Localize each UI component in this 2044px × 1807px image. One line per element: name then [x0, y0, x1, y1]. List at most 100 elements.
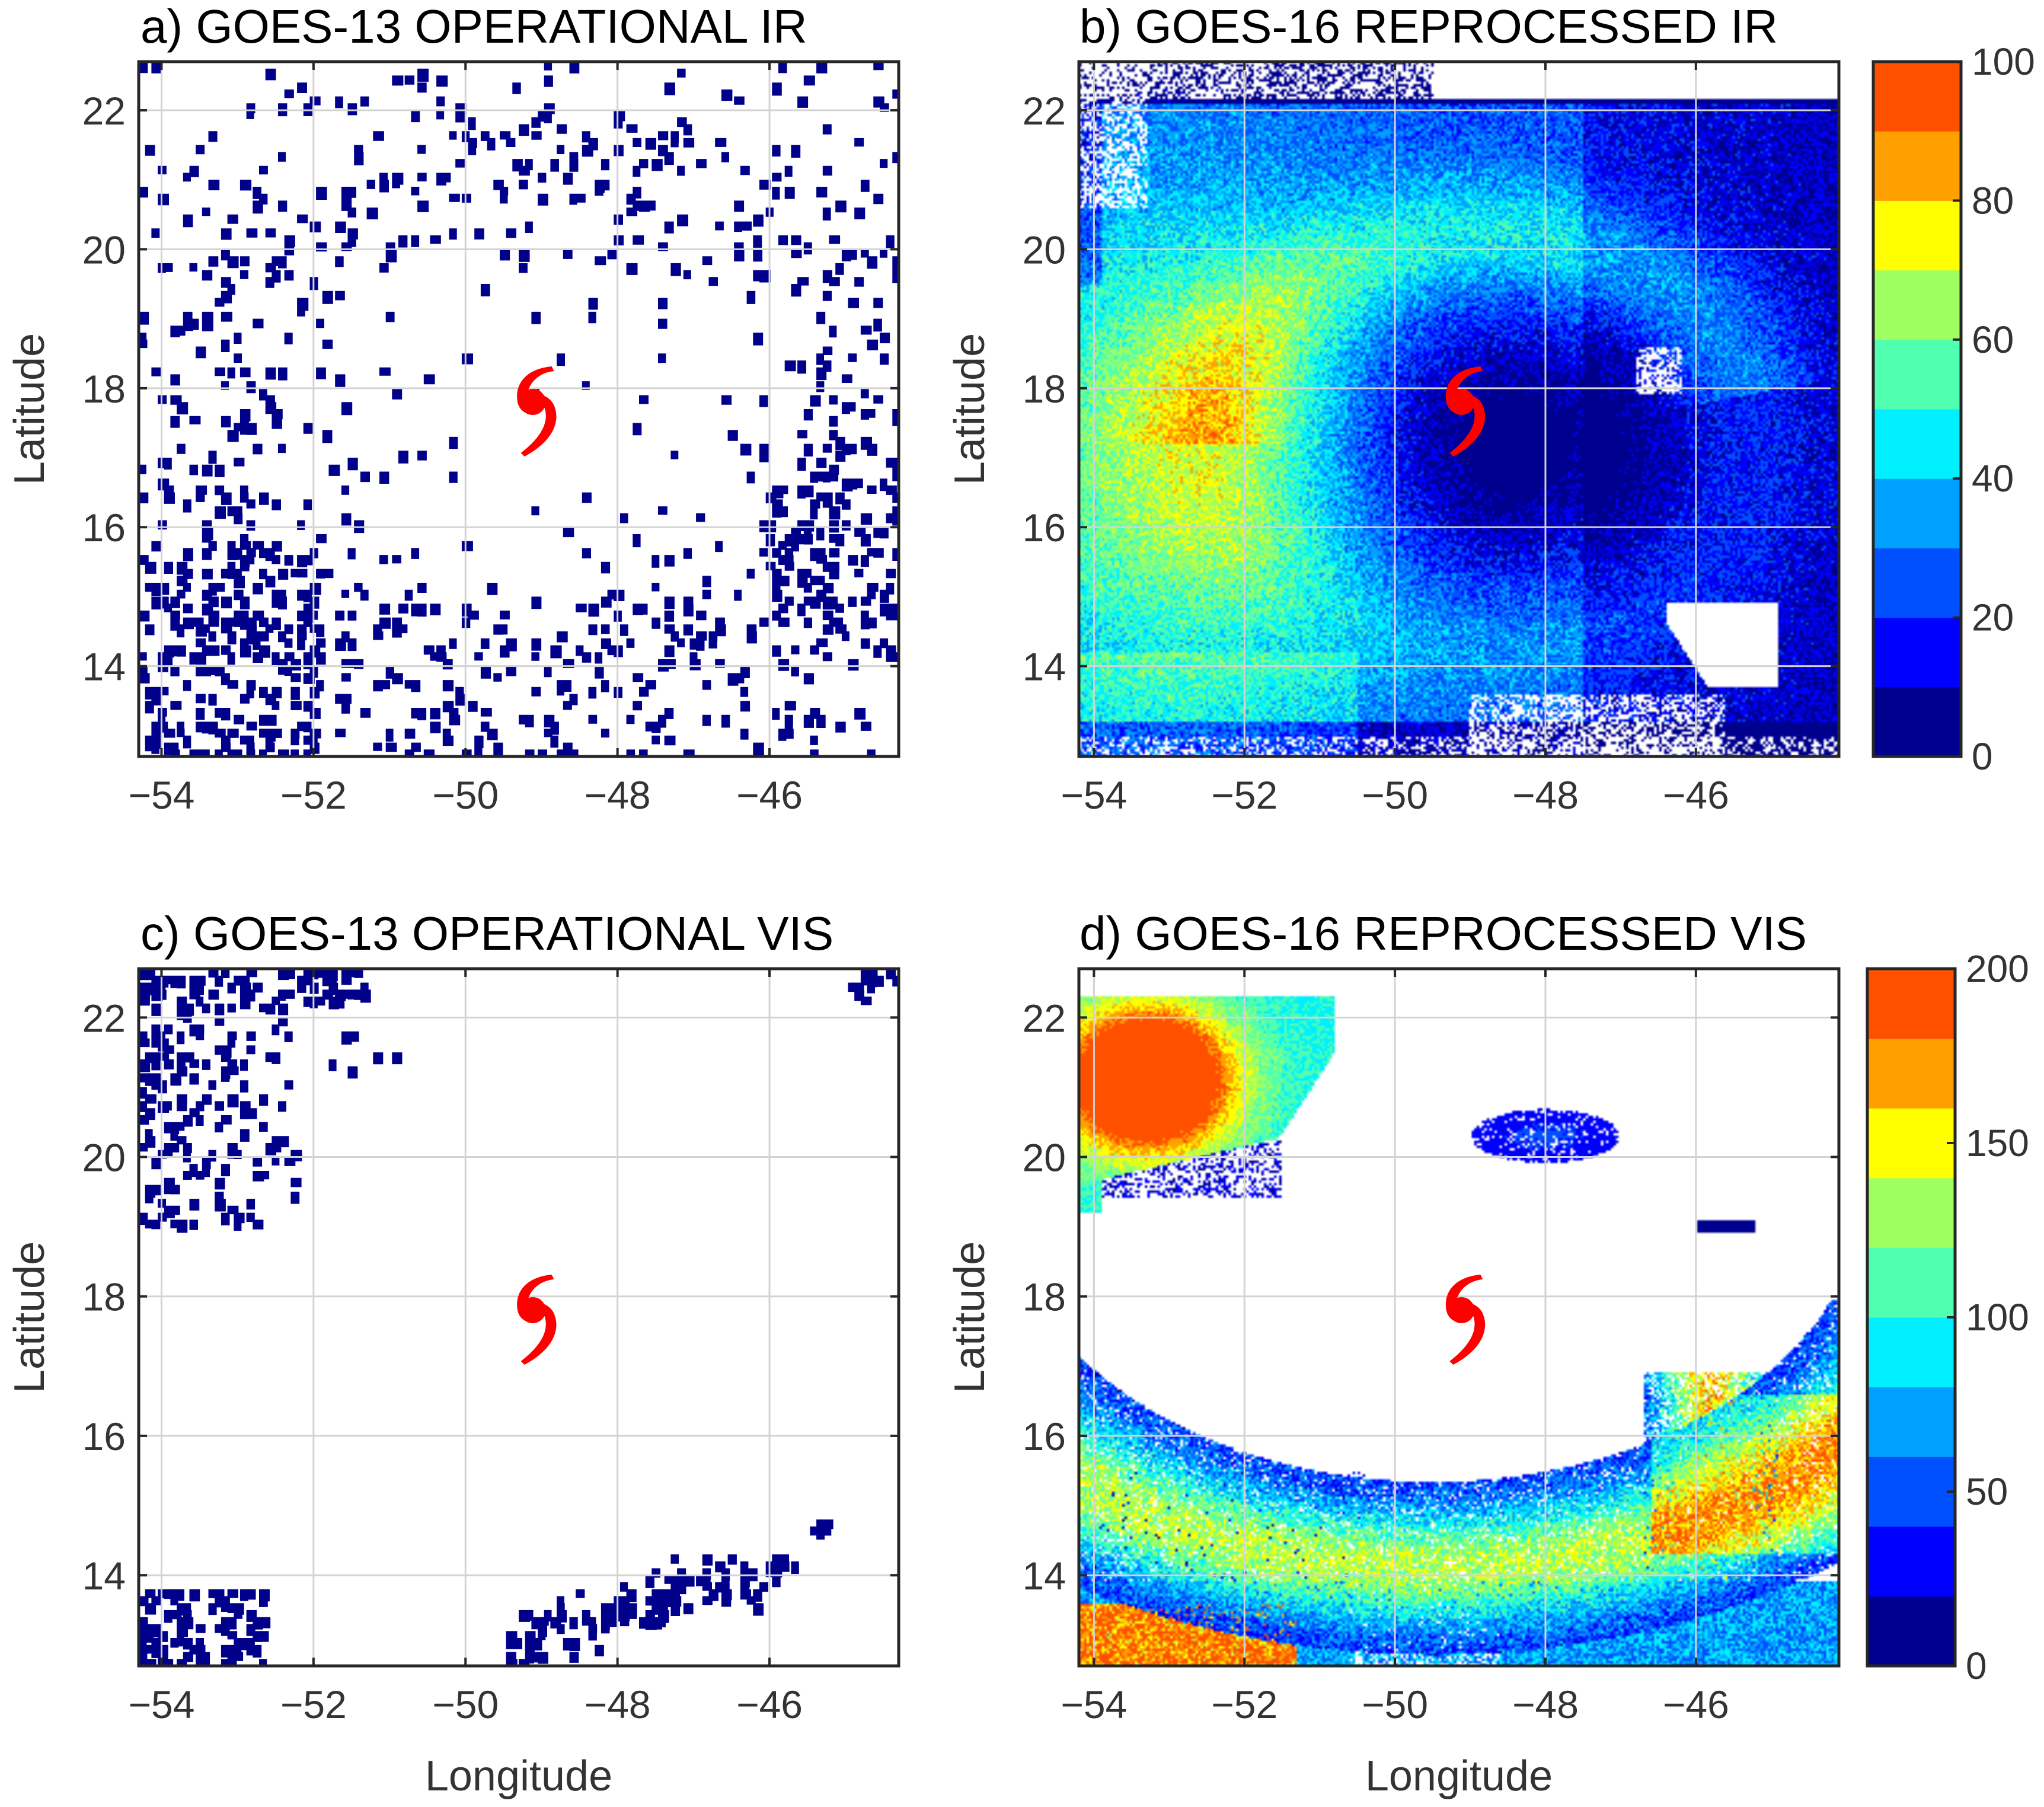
colorbar-level — [1873, 200, 1961, 271]
y-tick-label: 14 — [82, 1554, 126, 1598]
y-tick-label: 20 — [82, 228, 126, 272]
x-tick-label: −50 — [432, 773, 499, 817]
x-axis-label: Longitude — [425, 1752, 612, 1800]
y-tick-label: 14 — [1023, 645, 1066, 689]
grid — [1079, 969, 1839, 1666]
colorbar-tick-label: 200 — [1966, 947, 2029, 990]
y-tick-label: 16 — [82, 1415, 126, 1458]
colorbar-tick-label: 40 — [1972, 457, 2014, 500]
colorbar-level — [1873, 339, 1961, 410]
x-tick-label: −52 — [1211, 1683, 1278, 1726]
axes-frame — [137, 60, 900, 758]
panel-d: d) GOES-16 REPROCESSED VIS −54 −52 −50 −48 −4… — [946, 907, 2029, 1800]
panel-c: c) GOES-13 OPERATIONAL VIS −54 −52 −50 −48 −4… — [6, 907, 900, 1800]
colorbar-level — [1867, 1038, 1955, 1109]
colorbar-tick-label: 0 — [1966, 1645, 1987, 1687]
x-tick-label: −54 — [128, 1683, 194, 1726]
y-tick-label: 18 — [1023, 1275, 1066, 1319]
x-tick-label: −52 — [280, 1683, 347, 1726]
y-axis-label: Latitude — [946, 333, 994, 485]
x-tick-label: −48 — [1512, 1683, 1579, 1726]
panel-b: b) GOES-16 REPROCESSED IR −54 −52 −50 −48 −46… — [946, 0, 2035, 817]
grid — [1079, 62, 1839, 756]
axes-frame — [1077, 967, 1841, 1668]
axes-frame — [137, 967, 900, 1668]
hurricane-eye-icon — [1448, 1297, 1475, 1323]
colorbar-tick-label: 0 — [1972, 735, 1993, 778]
x-tick-label: −50 — [432, 1683, 499, 1726]
y-axis-label: Latitude — [946, 1241, 994, 1393]
hurricane-eye-icon — [519, 1297, 546, 1323]
x-tick-label: −50 — [1362, 1683, 1428, 1726]
x-tick-label: −54 — [1061, 1683, 1127, 1726]
colorbar-level — [1873, 409, 1961, 479]
y-tick-label: 14 — [1023, 1554, 1066, 1598]
colorbar-level — [1867, 1387, 1955, 1457]
y-tick-label: 14 — [82, 645, 126, 689]
colorbar-level — [1867, 1177, 1955, 1248]
colorbar-level — [1867, 1457, 1955, 1527]
colorbar-tick-label: 50 — [1966, 1470, 2008, 1513]
colorbar-tick-label: 80 — [1972, 179, 2014, 222]
colorbar-tick-label: 20 — [1972, 596, 2014, 639]
hurricane-eye-icon — [1448, 389, 1475, 415]
hurricane-eye-icon — [519, 389, 546, 415]
colorbar-level — [1873, 687, 1961, 757]
colorbar-level — [1867, 1526, 1955, 1597]
colorbar-tick-label: 60 — [1972, 318, 2014, 361]
y-tick-label: 20 — [1023, 1136, 1066, 1180]
panel-title: b) GOES-16 REPROCESSED IR — [1080, 0, 1778, 53]
colorbar: 100 80 60 40 20 0 — [1871, 40, 2035, 778]
x-tick-label: −46 — [1663, 1683, 1729, 1726]
valid-pixels — [139, 969, 899, 1666]
colorbar-level — [1873, 270, 1961, 340]
plot-background — [139, 969, 899, 1666]
y-tick-label: 22 — [82, 89, 126, 133]
x-tick-label: −54 — [128, 773, 194, 817]
colorbar-level — [1873, 62, 1961, 132]
colorbar-tick-label: 100 — [1966, 1296, 2029, 1339]
axes-frame — [1077, 60, 1841, 758]
valid-pixels — [139, 62, 899, 756]
x-tick-label: −48 — [1512, 773, 1579, 817]
x-tick-label: −52 — [1211, 773, 1278, 817]
x-tick-label: −46 — [736, 773, 803, 817]
colorbar-level — [1873, 548, 1961, 618]
panel-title: a) GOES-13 OPERATIONAL IR — [140, 0, 807, 53]
y-tick-label: 20 — [1023, 228, 1066, 272]
y-axis-label: Latitude — [6, 333, 53, 485]
data-field — [139, 62, 899, 756]
colorbar-level — [1867, 1317, 1955, 1388]
y-tick-label: 18 — [1023, 367, 1066, 411]
colorbar-level — [1873, 131, 1961, 201]
y-tick-label: 22 — [1023, 89, 1066, 133]
colorbar-level — [1873, 617, 1961, 688]
y-tick-label: 16 — [82, 506, 126, 550]
y-axis-label: Latitude — [6, 1241, 53, 1393]
x-tick-label: −50 — [1362, 773, 1428, 817]
x-tick-label: −48 — [585, 1683, 651, 1726]
colorbar-level — [1867, 1247, 1955, 1318]
x-tick-label: −46 — [1663, 773, 1729, 817]
panel-title: d) GOES-16 REPROCESSED VIS — [1080, 907, 1807, 960]
y-tick-label: 18 — [82, 1275, 126, 1319]
colorbar-level — [1867, 969, 1955, 1039]
y-tick-label: 16 — [1023, 1415, 1066, 1458]
x-tick-label: −52 — [280, 773, 347, 817]
colorbar: 200 150 100 50 0 — [1866, 947, 2029, 1687]
colorbar-tick-label: 150 — [1966, 1122, 2029, 1164]
panel-a: a) GOES-13 OPERATIONAL IR −54 −52 −50 −48 −46… — [6, 0, 900, 817]
y-tick-label: 22 — [82, 996, 126, 1040]
colorbar-level — [1873, 478, 1961, 548]
colorbar-tick-label: 100 — [1972, 40, 2035, 83]
grid — [139, 62, 899, 756]
colorbar-frame — [1871, 60, 1963, 758]
x-tick-label: −48 — [585, 773, 651, 817]
y-tick-label: 20 — [82, 1136, 126, 1180]
x-axis-label: Longitude — [1365, 1752, 1553, 1800]
x-tick-label: −46 — [736, 1683, 803, 1726]
panel-title: c) GOES-13 OPERATIONAL VIS — [140, 907, 833, 960]
colorbar-level — [1867, 1108, 1955, 1179]
y-tick-label: 22 — [1023, 996, 1066, 1040]
